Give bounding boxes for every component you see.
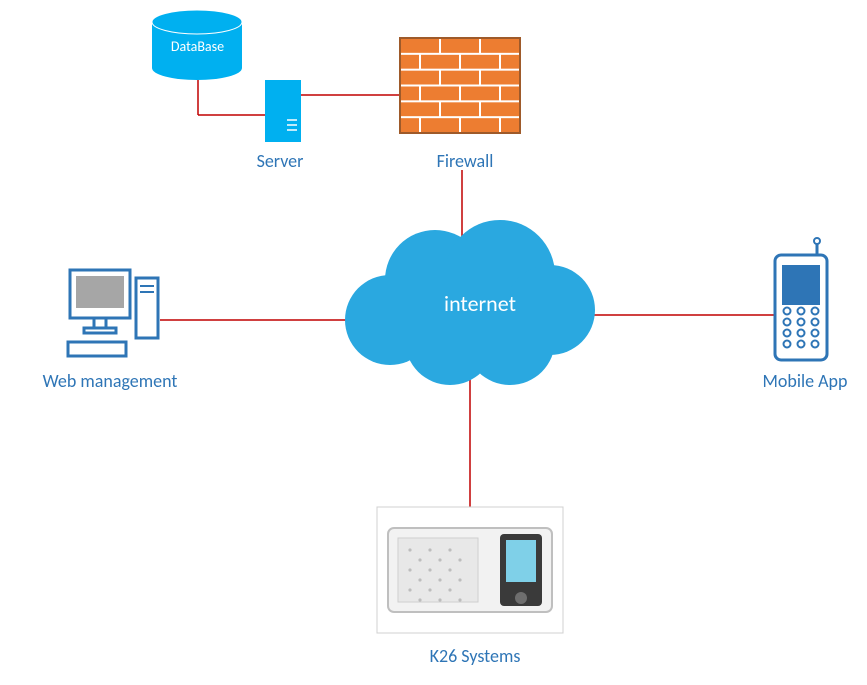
phone-icon — [775, 238, 827, 360]
server-label: Server — [240, 150, 320, 172]
computer-icon — [68, 270, 158, 356]
k26-device-icon — [377, 507, 563, 633]
database-label: DataBase — [170, 38, 225, 55]
k26-systems-label: K26 Systems — [410, 645, 540, 667]
firewall-label: Firewall — [415, 150, 515, 172]
database-top — [152, 10, 242, 34]
network-diagram — [0, 0, 867, 685]
firewall-icon — [400, 38, 520, 133]
mobile-app-label: Mobile App — [755, 370, 855, 392]
server-icon — [265, 80, 301, 142]
cloud-label: internet — [430, 290, 530, 317]
web-management-label: Web management — [25, 370, 195, 392]
